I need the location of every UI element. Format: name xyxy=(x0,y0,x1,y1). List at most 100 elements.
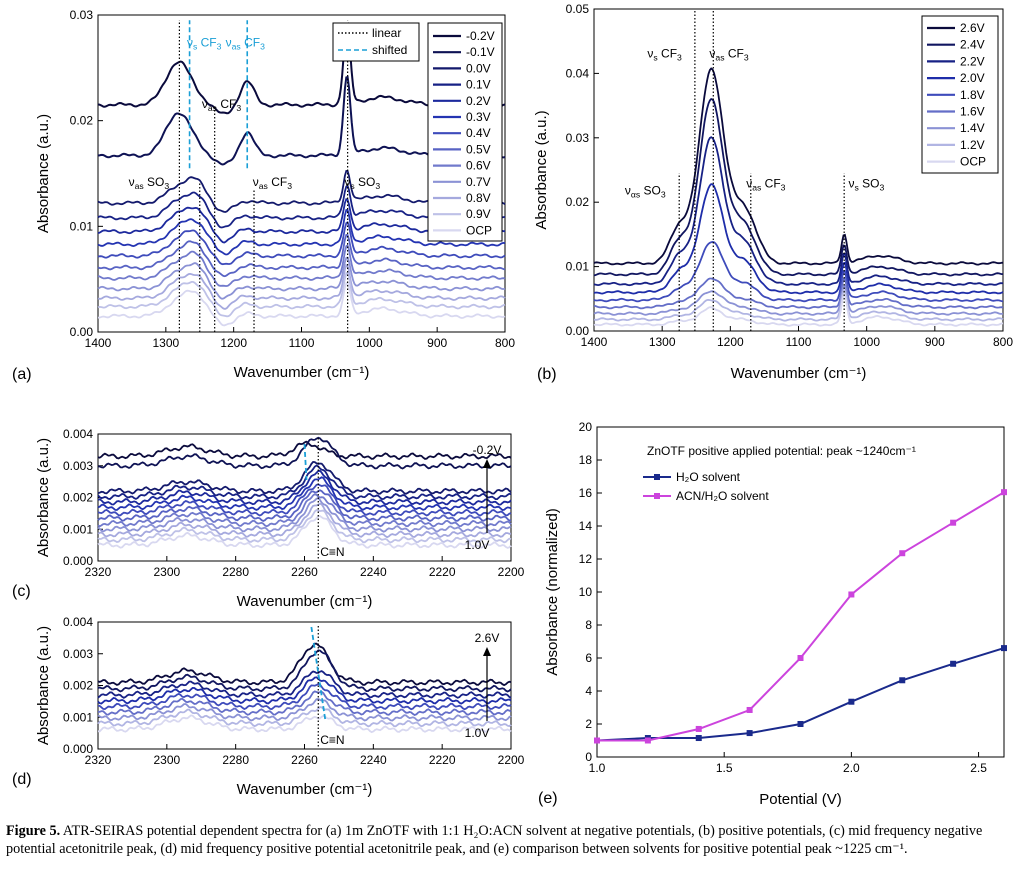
y-tick-label-b: 0.02 xyxy=(566,195,590,209)
data-point-acn xyxy=(797,655,804,661)
spectrum-line-c xyxy=(97,493,512,528)
legend-label-a: 0.8V xyxy=(466,191,491,205)
x-tick-label-b: 1000 xyxy=(853,335,880,349)
legend-label-b: 2.2V xyxy=(960,54,985,68)
spectrum-line-d xyxy=(98,683,512,711)
y-tick-label-d: 0.001 xyxy=(63,710,93,724)
data-point-h2o xyxy=(746,730,753,737)
data-point-h2o xyxy=(1001,645,1007,652)
legend-label-a: OCP xyxy=(466,223,492,237)
y-axis-label-d: Absorbance (a.u.) xyxy=(35,626,52,745)
legend-label-a: 0.3V xyxy=(466,110,491,124)
x-tick-label-d: 2200 xyxy=(498,753,525,767)
legend-label-a: 0.9V xyxy=(466,207,491,221)
spectrum-line-c xyxy=(97,515,512,549)
legend-label-a: 0.7V xyxy=(466,175,491,189)
data-point-acn xyxy=(594,737,600,744)
peak-annotation-b: νas CF3 xyxy=(746,176,785,192)
x-tick-label-e: 1.0 xyxy=(589,761,606,775)
x-tick-label-a: 900 xyxy=(427,336,447,350)
spectrum-line-d xyxy=(97,670,512,699)
spectrum-line-b xyxy=(593,289,1004,322)
y-tick-label-a: 0.01 xyxy=(70,219,94,233)
spectrum-line-b xyxy=(593,97,1003,277)
y-tick-label-c: 0.004 xyxy=(63,427,93,441)
legend-label-e: ACN/H₂O solvent xyxy=(676,489,769,503)
spectrum-line-c xyxy=(97,460,512,495)
arrow-bottom-label-d: 1.0V xyxy=(465,726,490,740)
y-tick-label-c: 0.001 xyxy=(63,522,93,536)
peak-annotation-b: νs SO3 xyxy=(848,176,884,192)
spectrum-line-c xyxy=(97,476,512,512)
arrow-top-label-d: 2.6V xyxy=(475,631,500,645)
x-tick-label-a: 1400 xyxy=(85,336,112,350)
data-point-h2o xyxy=(899,677,906,684)
x-tick-label-a: 1100 xyxy=(289,336,315,350)
spectrum-line-b xyxy=(593,183,1004,295)
x-tick-label-a: 800 xyxy=(495,336,515,350)
y-tick-label-b: 0.00 xyxy=(566,324,590,338)
shift-line-c xyxy=(303,443,308,481)
legend-marker-e xyxy=(654,474,660,480)
peak-annotation-a: νas CF3 xyxy=(226,36,265,52)
figure-canvas: 1400 1300 1200 1100 1000 900 800 0.00 0.01 0.02 0.… xyxy=(12,2,1013,808)
style-legend-box-a xyxy=(332,22,420,62)
x-tick-label-b: 900 xyxy=(925,335,945,349)
y-tick-label-b: 0.01 xyxy=(566,260,590,274)
x-tick-label-d: 2240 xyxy=(360,753,387,767)
x-tick-label-c: 2220 xyxy=(429,565,456,579)
y-tick-label-a: 0.00 xyxy=(70,325,94,339)
trend-arrowhead-d xyxy=(483,647,491,656)
data-point-h2o xyxy=(695,735,702,742)
y-tick-label-a: 0.02 xyxy=(70,114,94,128)
data-point-acn xyxy=(746,706,753,713)
data-point-acn xyxy=(899,550,906,557)
panel-label-b: (b) xyxy=(537,366,557,383)
y-tick-label-d: 0.002 xyxy=(63,679,93,693)
peak-annotation-a: νs CF3 xyxy=(187,36,222,52)
style-legend-label-a: shifted xyxy=(372,43,407,57)
data-point-h2o xyxy=(848,698,855,705)
legend-label-b: 1.4V xyxy=(960,121,985,135)
caption-text: ATR-SEIRAS potential dependent spectra f… xyxy=(6,823,983,857)
x-axis-label-c: Wavenumber (cm⁻¹) xyxy=(237,593,373,610)
y-tick-label-d: 0.003 xyxy=(63,647,93,661)
x-axis-label-e: Potential (V) xyxy=(759,791,842,808)
spectrum-line-a xyxy=(97,256,506,300)
spectrum-line-a xyxy=(97,220,506,266)
y-axis-label-e: Absorbance (normalized) xyxy=(544,508,561,676)
x-tick-label-d: 2260 xyxy=(291,753,318,767)
x-tick-label-b: 1300 xyxy=(649,335,676,349)
spectrum-line-c xyxy=(97,483,512,517)
x-tick-label-b: 1100 xyxy=(786,335,812,349)
spectrum-line-b xyxy=(593,293,1004,327)
peak-annotation-b: ναs SO3 xyxy=(625,183,666,199)
legend-label-b: 1.2V xyxy=(960,138,985,152)
y-tick-label-e: 4 xyxy=(585,684,592,698)
series-line-acn xyxy=(597,491,1005,742)
y-tick-label-a: 0.03 xyxy=(70,8,94,22)
y-tick-label-c: 0.000 xyxy=(63,554,93,568)
legend-label-a: 0.6V xyxy=(466,159,491,173)
legend-label-b: 2.4V xyxy=(960,38,985,52)
peak-annotation-a: νs SO3 xyxy=(344,175,380,191)
x-tick-label-a: 1300 xyxy=(152,336,179,350)
panel-label-c: (c) xyxy=(12,583,31,600)
arrow-bottom-label-c: 1.0V xyxy=(465,538,490,552)
legend-label-a: 0.1V xyxy=(466,78,491,92)
legend-label-b: 1.8V xyxy=(960,88,985,102)
panel-label-d: (d) xyxy=(12,771,32,788)
spectrum-line-a xyxy=(97,233,506,278)
y-tick-label-c: 0.002 xyxy=(63,491,93,505)
spectrum-line-c xyxy=(97,489,512,523)
legend-box-a xyxy=(427,22,503,242)
x-tick-label-a: 1200 xyxy=(220,336,247,350)
y-axis-label-c: Absorbance (a.u.) xyxy=(35,438,52,557)
spectrum-line-d xyxy=(97,642,512,687)
y-tick-label-b: 0.04 xyxy=(566,66,590,80)
y-tick-label-e: 12 xyxy=(579,552,593,566)
legend-label-a: 0.2V xyxy=(466,94,491,108)
x-tick-label-d: 2280 xyxy=(222,753,249,767)
y-tick-label-e: 2 xyxy=(585,717,592,731)
x-tick-label-b: 1400 xyxy=(581,335,608,349)
